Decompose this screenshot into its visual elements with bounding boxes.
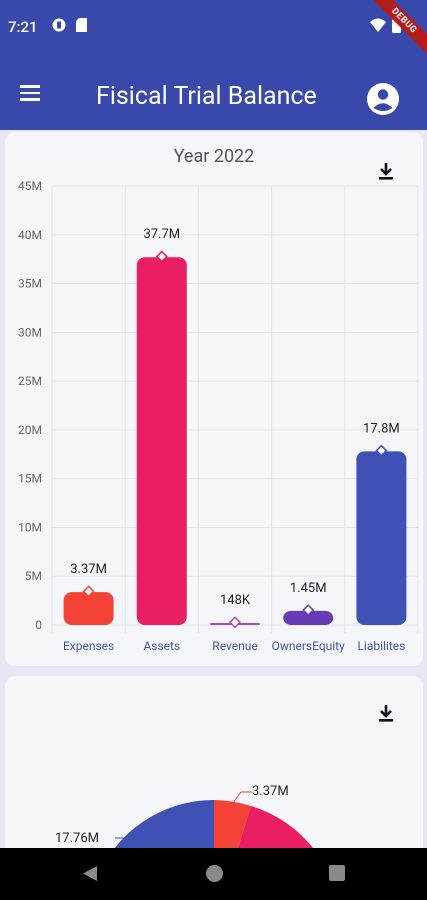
- x-tick-label: Expenses: [63, 639, 114, 653]
- bar-chart: 0 5M 10M 15M 20M 25M 30M 35M 40M 45M 3.37M Expenses…: [18, 179, 419, 653]
- y-tick-label: 30M: [18, 325, 42, 339]
- status-time: 7:21: [8, 18, 38, 36]
- bar-marker: [82, 585, 95, 598]
- system-nav-bar: [0, 848, 427, 900]
- x-tick-label: Assets: [143, 639, 180, 653]
- y-tick-label: 20M: [18, 423, 42, 437]
- data-label: 3.37M: [70, 562, 107, 577]
- y-tick-label: 40M: [18, 228, 42, 242]
- x-tick-label: OwnersEquity: [272, 639, 346, 653]
- chart-title: Year 2022: [173, 146, 255, 167]
- sd-card-icon: [76, 18, 87, 32]
- y-tick-label: 5M: [25, 569, 42, 583]
- recent-apps-icon[interactable]: [329, 865, 345, 881]
- bar-owners_equity: [283, 610, 334, 625]
- data-label: 1.45M: [290, 581, 327, 596]
- wifi-icon: [370, 18, 386, 32]
- y-tick-label: 35M: [18, 277, 42, 291]
- bar-liabilities: [356, 451, 407, 625]
- data-label: 17.8M: [363, 421, 400, 436]
- data-label: 37.7M: [143, 227, 180, 242]
- y-tick-label: 10M: [18, 520, 42, 534]
- y-tick-label: 45M: [18, 179, 42, 193]
- bar-assets: [136, 257, 187, 625]
- page-title: Fisical Trial Balance: [96, 82, 317, 111]
- bar-marker: [228, 616, 242, 629]
- pie-chart: 3.37M 17.76M: [55, 784, 330, 876]
- bar-marker: [302, 604, 315, 617]
- y-tick-label: 15M: [18, 472, 42, 486]
- data-label: 148K: [220, 593, 251, 608]
- notification-icon: [52, 18, 66, 32]
- pie-label-liabilities: 17.76M: [55, 831, 99, 846]
- pie-label-expenses: 3.37M: [252, 784, 289, 799]
- bar-marker: [375, 444, 388, 457]
- bar-marker: [155, 250, 168, 263]
- download-icon[interactable]: [375, 160, 397, 182]
- y-tick-label: 0: [35, 618, 42, 632]
- pie-label-connector: [115, 837, 133, 845]
- bar-expenses: [63, 592, 114, 625]
- account-icon[interactable]: [366, 82, 400, 116]
- x-tick-label: Revenue: [212, 639, 257, 653]
- back-icon[interactable]: [82, 865, 98, 882]
- pie-chart-card: 3.37M 17.76M: [5, 676, 423, 876]
- download-icon[interactable]: [375, 702, 397, 724]
- app-bar: Fisical Trial Balance: [0, 56, 427, 130]
- menu-icon[interactable]: [20, 85, 42, 103]
- status-bar: 7:21 DEBUG: [0, 0, 427, 58]
- y-tick-label: 25M: [18, 374, 42, 388]
- home-icon[interactable]: [206, 865, 223, 882]
- x-tick-label: Liabilites: [357, 639, 405, 653]
- pie-label-connector: [232, 791, 252, 804]
- bar-chart-card: Year 2022 0 5M 10M 15M 20M 25M 30M 35M 40M 45M 3.3…: [5, 132, 423, 666]
